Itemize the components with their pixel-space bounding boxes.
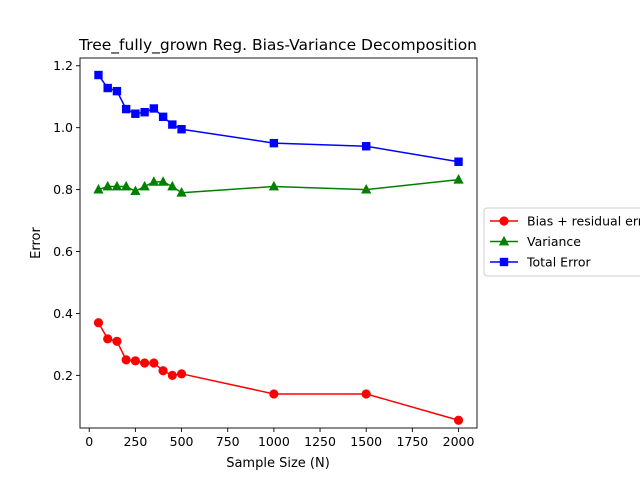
x-tick-label: 0 [85,434,93,449]
series-total-error [94,70,463,166]
x-tick-label: 2000 [443,434,475,449]
plot-frame [79,57,478,429]
data-point [362,142,371,151]
data-point [361,389,371,399]
data-point [269,389,279,399]
data-point [453,174,464,184]
data-point [94,70,103,80]
x-tick-label: 1000 [258,434,290,449]
data-point [112,86,122,96]
data-point [93,183,104,194]
y-tick-label: 0.6 [53,244,73,259]
legend: Bias + residual error Variance Total Error [483,207,640,277]
data-point [268,180,279,191]
data-point [121,104,131,114]
data-point [157,176,169,186]
x-axis-label: Sample Size (N) [226,456,330,471]
data-point [158,366,168,376]
data-point [149,358,159,368]
data-point [139,180,150,191]
series-bias-residual-error [93,318,464,425]
data-point [149,104,159,113]
y-axis-label: Error [29,227,44,259]
series-line [97,74,459,163]
x-tick-label: 250 [123,434,147,449]
data-point [454,157,463,166]
x-tick-label: 750 [216,434,240,449]
data-point [176,187,187,197]
y-tick-label: 1.2 [53,58,73,73]
data-point [361,183,372,194]
legend-label: Bias + residual error [527,214,640,229]
data-point [167,370,177,380]
data-point [140,358,150,368]
legend-item: Total Error [490,255,591,270]
data-point [121,180,132,191]
data-point [168,120,177,129]
data-point [140,107,149,117]
y-tick-label: 0.4 [53,306,73,321]
legend-label: Total Error [526,255,591,270]
legend-marker [499,257,509,267]
x-tick-label: 1250 [304,434,336,449]
legend-label: Variance [527,234,581,249]
series-line [97,322,459,421]
data-point [453,415,464,425]
data-point [176,369,187,379]
data-point [121,355,131,365]
plot-area [93,70,464,425]
data-point [158,112,168,122]
data-point [131,109,140,118]
data-point [102,180,113,191]
data-point [93,318,104,328]
legend-box [483,207,640,277]
data-point [130,356,140,366]
chart-title: Tree_fully_grown Reg. Bias-Variance Deco… [78,36,477,55]
legend-marker [499,216,509,226]
x-tick-label: 500 [170,434,194,449]
data-point [130,185,141,196]
y-tick-label: 0.8 [53,182,73,197]
data-point [111,180,123,191]
axes: 0 250 500 750 1000 1250 1500 1750 2000 0.2 0.4 0.6 0… [53,57,478,449]
data-point [103,334,113,344]
y-tick-label: 1.0 [53,120,73,135]
x-tick-label: 1500 [350,434,382,449]
data-point [177,125,186,134]
legend-marker [498,235,510,246]
data-point [103,83,112,93]
series-variance [93,174,464,197]
data-point [167,180,178,191]
x-tick-label: 1750 [396,434,428,449]
data-point [148,176,159,186]
legend-item: Bias + residual error [490,214,640,229]
y-tick-label: 0.2 [53,368,73,383]
data-point [269,138,279,148]
legend-item: Variance [490,234,581,249]
data-point [112,336,122,346]
